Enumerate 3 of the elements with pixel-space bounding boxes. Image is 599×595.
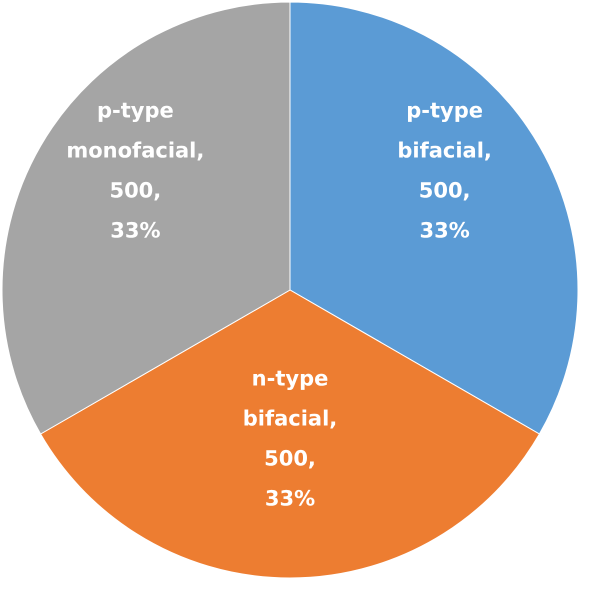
slice-label: p-type bifacial, 500, 33% <box>397 98 492 243</box>
slice-label: p-type monofacial, 500, 33% <box>66 98 204 243</box>
slice-label: n-type bifacial, 500, 33% <box>242 366 338 511</box>
